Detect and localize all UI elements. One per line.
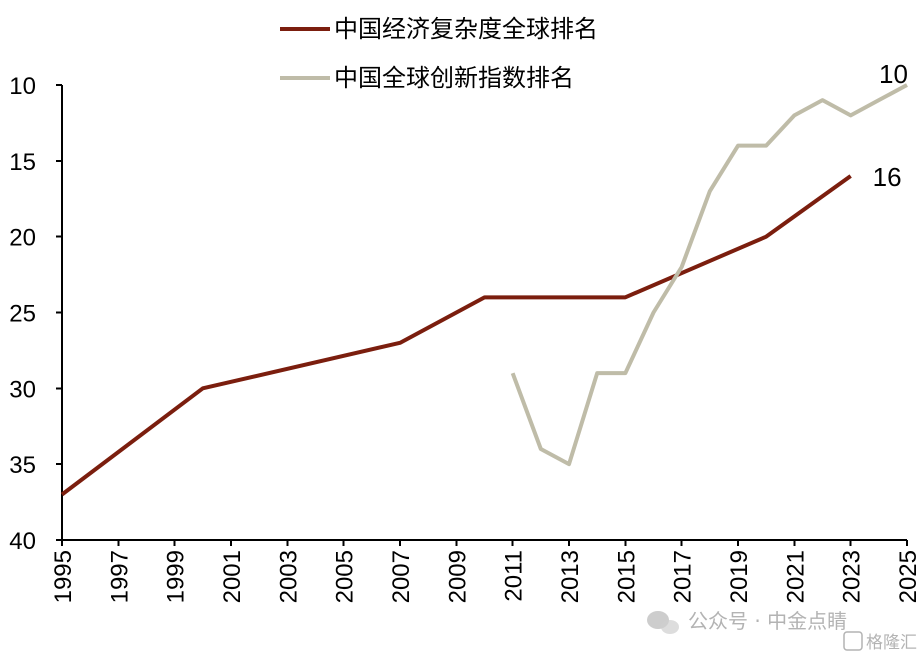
x-tick-label: 1999 bbox=[163, 550, 190, 603]
watermark-text: 公众号 · 中金点睛 bbox=[688, 609, 847, 633]
series-layer bbox=[60, 83, 908, 497]
y-tick-label: 20 bbox=[9, 225, 36, 252]
x-tick-label: 1995 bbox=[50, 550, 77, 603]
x-tick-label: 2023 bbox=[839, 550, 866, 603]
y-tick-label: 35 bbox=[9, 452, 36, 479]
y-tick-label: 30 bbox=[9, 376, 36, 403]
x-tick-label: 2017 bbox=[670, 550, 697, 603]
legend-label-innovation-index: 中国全球创新指数排名 bbox=[334, 64, 574, 92]
y-tick-label: 25 bbox=[9, 301, 36, 328]
watermark: 公众号 · 中金点睛 格隆汇 bbox=[647, 609, 917, 653]
x-tick-label: 2019 bbox=[726, 550, 753, 603]
legend-label-economic-complexity: 中国经济复杂度全球排名 bbox=[334, 15, 598, 43]
y-tick-label: 15 bbox=[9, 149, 36, 176]
end-label-innovation-index: 10 bbox=[879, 59, 908, 89]
x-tick-label: 2021 bbox=[782, 550, 809, 603]
x-tick-label: 2013 bbox=[557, 550, 584, 603]
logo-icon bbox=[843, 631, 863, 651]
series-line-economic-complexity bbox=[60, 174, 852, 497]
end-label-economic-complexity: 16 bbox=[873, 162, 902, 192]
x-tick-label: 2007 bbox=[388, 550, 415, 603]
x-tick-label: 2001 bbox=[219, 550, 246, 603]
x-tick-label: 2011 bbox=[501, 550, 528, 602]
x-tick-label: 2005 bbox=[332, 550, 359, 603]
x-tick-label: 1997 bbox=[106, 550, 133, 603]
legend: 中国经济复杂度全球排名 中国全球创新指数排名 bbox=[280, 15, 598, 92]
end-labels: 16 10 bbox=[873, 59, 908, 192]
x-tick-label: 2015 bbox=[613, 550, 640, 603]
wechat-icon bbox=[647, 611, 679, 634]
series-line-innovation-index bbox=[510, 83, 908, 467]
y-tick-label: 10 bbox=[9, 73, 36, 100]
x-tick-label: 2009 bbox=[444, 550, 471, 603]
x-tick-label: 2003 bbox=[275, 550, 302, 603]
x-tick-label: 2025 bbox=[895, 550, 922, 603]
watermark-logo-text: 格隆汇 bbox=[866, 633, 917, 653]
y-tick-label: 40 bbox=[9, 528, 36, 555]
